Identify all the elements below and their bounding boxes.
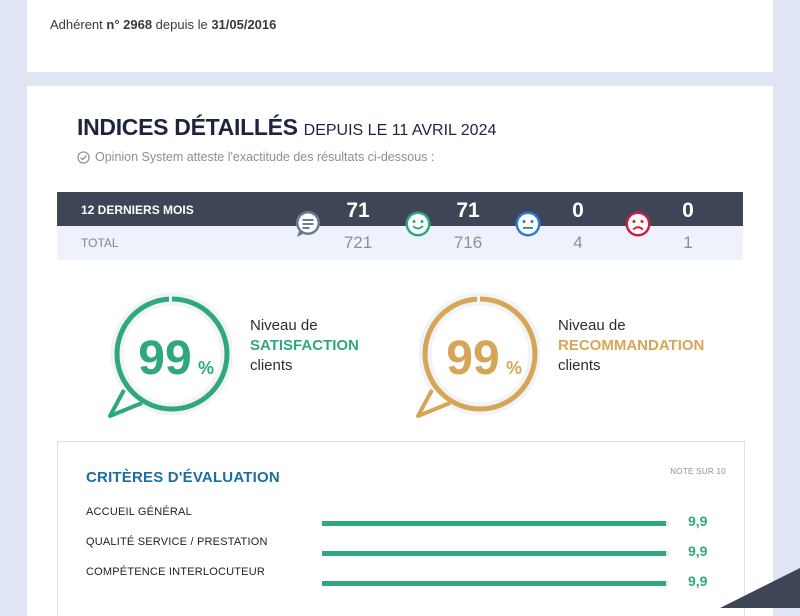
criteria-label: COMPÉTENCE INTERLOCUTEUR [86, 566, 265, 578]
criteria-bar-track [322, 551, 669, 556]
check-circle-icon [77, 150, 90, 164]
recommendation-arc [422, 296, 538, 412]
neutral-total: 4 [573, 233, 583, 252]
criteria-row: QUALITÉ SERVICE / PRESTATION 9,9 [86, 536, 726, 566]
criteria-bar-track [322, 581, 669, 586]
member-since-date: 31/05/2016 [211, 17, 277, 32]
row-label-12-months: 12 DERNIERS MOIS [81, 203, 194, 217]
attestation: Opinion System atteste l'exactitude des … [77, 150, 434, 164]
recommendation-value: 99 [446, 332, 499, 385]
section-title: INDICES DÉTAILLÉS DEPUIS LE 11 AVRIL 2024 [77, 114, 497, 140]
recommendation-gauge: 99 % [416, 292, 540, 418]
satisfaction-unit: % [198, 358, 214, 378]
satisfaction-arc [114, 296, 230, 412]
satisfaction-gauge: 99 % [108, 292, 232, 418]
satisfaction-label: SATISFACTION [250, 337, 359, 354]
criteria-label: ACCUEIL GÉNÉRAL [86, 506, 192, 518]
neutral-12-months: 0 [572, 199, 584, 222]
neutral-face-icon [515, 211, 541, 237]
criteria-bar-track [322, 521, 669, 526]
recommendation-label: RECOMMANDATION [558, 337, 705, 354]
detailed-indices-card: INDICES DÉTAILLÉS DEPUIS LE 11 AVRIL 2024… [27, 86, 773, 616]
speech-bubble-icon [296, 211, 320, 237]
row-label-total: TOTAL [81, 236, 119, 250]
negative-12-months: 0 [682, 199, 694, 222]
positive-12-months: 71 [456, 199, 480, 222]
criteria-score: 9,9 [688, 513, 708, 529]
score-scale-note: NOTE SUR 10 [670, 467, 726, 476]
criteria-label: QUALITÉ SERVICE / PRESTATION [86, 536, 268, 548]
criteria-bar-fill [322, 551, 666, 556]
evaluation-criteria-panel: CRITÈRES D'ÉVALUATION NOTE SUR 10 ACCUEI… [57, 441, 745, 616]
criteria-row: COMPÉTENCE INTERLOCUTEUR 9,9 [86, 566, 726, 596]
recommendation-unit: % [506, 358, 522, 378]
positive-total: 716 [453, 233, 483, 252]
member-info: Adhérent n° 2968 depuis le 31/05/2016 [50, 17, 277, 32]
satisfaction-caption: Niveau de SATISFACTION clients [250, 317, 359, 374]
decorative-shape [720, 568, 800, 608]
messages-12-months: 71 [346, 199, 370, 222]
recommendation-caption: Niveau de RECOMMANDATION clients [558, 317, 705, 374]
stats-table: 12 DERNIERS MOIS TOTAL [57, 192, 743, 260]
member-card [27, 0, 773, 72]
criteria-score: 9,9 [688, 543, 708, 559]
satisfaction-value: 99 [138, 332, 191, 385]
criteria-title: CRITÈRES D'ÉVALUATION [86, 469, 280, 486]
criteria-bar-fill [322, 581, 666, 586]
negative-total: 1 [683, 233, 693, 252]
section-subtitle: DEPUIS LE 11 AVRIL 2024 [303, 122, 497, 139]
happy-face-icon [405, 211, 431, 237]
criteria-row: ACCUEIL GÉNÉRAL 9,9 [86, 506, 726, 536]
criteria-score: 9,9 [688, 573, 708, 589]
member-number: n° 2968 [106, 17, 153, 32]
criteria-bar-fill [322, 521, 666, 526]
sad-face-icon [625, 211, 651, 237]
messages-total: 721 [343, 233, 373, 252]
